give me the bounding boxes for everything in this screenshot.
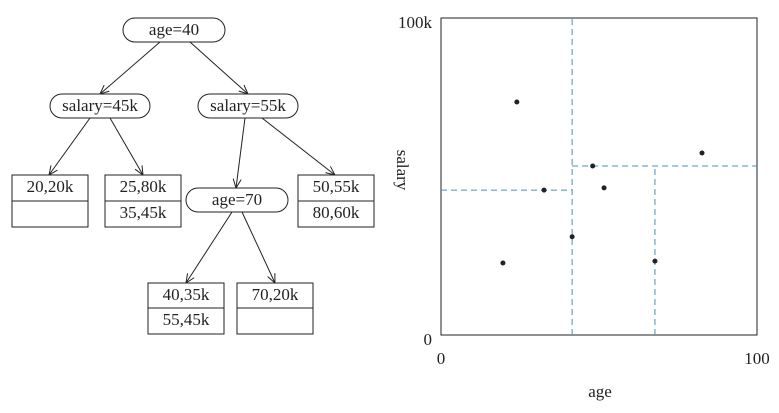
edge <box>186 211 233 283</box>
x-tick-label: 100 <box>744 349 770 368</box>
node-label: age=40 <box>149 20 199 39</box>
point <box>652 258 658 264</box>
y-axis-label: salary <box>393 150 412 191</box>
edge <box>100 41 161 94</box>
y-tick-label: 100k <box>398 13 433 32</box>
point <box>500 260 506 266</box>
leaf-point: 50,55k <box>313 177 360 196</box>
point <box>514 99 520 105</box>
leaf-point: 70,20k <box>252 285 299 304</box>
y-tick-label: 0 <box>424 330 433 349</box>
node-label: salary=55k <box>210 96 286 115</box>
leaf-point: 80,60k <box>313 203 360 222</box>
x-axis-label: age <box>588 382 612 401</box>
point <box>569 234 575 240</box>
edge <box>261 117 335 175</box>
edge <box>241 211 275 283</box>
node <box>49 93 151 119</box>
leaf-point: 35,45k <box>120 203 167 222</box>
node <box>197 93 299 119</box>
point <box>601 185 607 191</box>
x-tick-label: 0 <box>437 349 446 368</box>
edge <box>109 117 143 175</box>
point <box>699 150 705 156</box>
edge <box>236 117 246 188</box>
edge <box>189 41 248 94</box>
edge <box>49 117 91 175</box>
point <box>590 163 596 169</box>
leaf-point: 25,80k <box>120 177 167 196</box>
node-label: salary=45k <box>62 96 138 115</box>
node <box>122 17 226 43</box>
plot-frame <box>440 17 758 336</box>
leaf-point: 55,45k <box>163 310 210 329</box>
scatter-plot: age salary 0 100 0 100k <box>393 13 770 401</box>
node-label: age=70 <box>212 190 262 209</box>
node <box>185 187 289 213</box>
leaf-point: 40,35k <box>163 285 210 304</box>
tree: age=40 salary=45k salary=55k age=70 20,2… <box>11 17 375 335</box>
leaf-point: 20,20k <box>27 177 74 196</box>
point <box>541 187 547 193</box>
